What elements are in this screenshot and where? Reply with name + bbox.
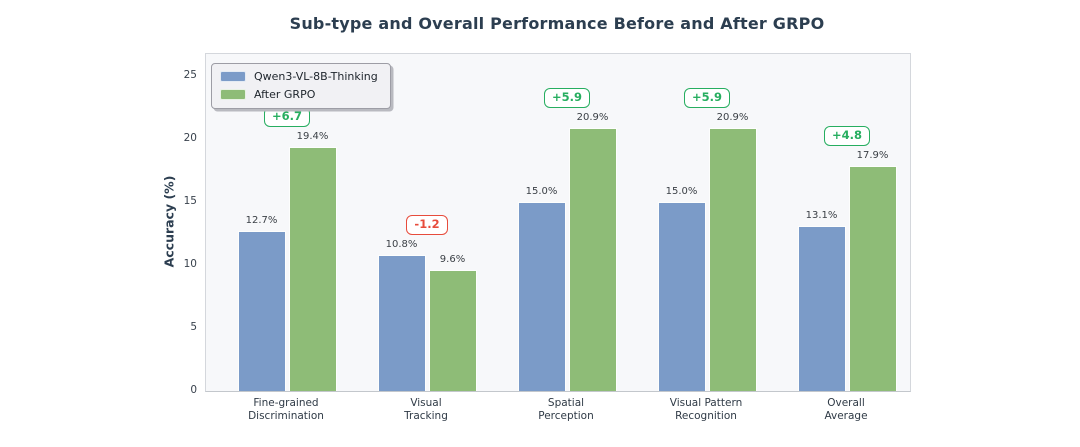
bar-value-label: 13.1% — [805, 209, 838, 221]
bar-value-label: 12.7% — [245, 215, 278, 227]
y-tick-label: 20 — [183, 132, 197, 145]
bar-value-label: 15.0% — [525, 186, 558, 198]
bar-after — [568, 127, 617, 391]
x-tick-label: Visual Pattern Recognition — [669, 397, 743, 422]
delta-badge: -1.2 — [406, 214, 448, 235]
bar-value-label: 17.9% — [856, 149, 889, 161]
legend-item: Qwen3-VL-8B-Thinking — [220, 70, 378, 83]
bar-before — [237, 231, 286, 391]
bar-value-label: 10.8% — [385, 238, 418, 250]
y-tick-label: 25 — [183, 69, 197, 82]
y-axis-label-text: Accuracy (%) — [161, 175, 177, 268]
legend-item: After GRPO — [220, 88, 378, 101]
y-axis-label: Accuracy (%) — [158, 53, 180, 390]
delta-badge-wrap: +5.9 — [507, 87, 627, 108]
x-tick-label: Fine-grained Discrimination — [248, 397, 324, 422]
x-tick-label: Visual Tracking — [404, 397, 448, 422]
bar-value-label: 20.9% — [716, 111, 749, 123]
x-tick-label: Overall Average — [824, 397, 868, 422]
y-tick-label: 0 — [190, 384, 197, 396]
bar-before — [377, 254, 426, 391]
chart-title: Sub-type and Overall Performance Before … — [289, 14, 825, 33]
bar-value-label: 9.6% — [439, 254, 466, 266]
legend: Qwen3-VL-8B-Thinking After GRPO — [211, 63, 391, 109]
bar-after — [288, 146, 337, 391]
delta-badge: +5.9 — [683, 87, 730, 108]
legend-swatch-icon — [220, 89, 246, 100]
bar-value-label: 19.4% — [296, 130, 329, 142]
bar-value-label: 20.9% — [576, 111, 609, 123]
bar-after — [428, 270, 477, 391]
delta-badge: +4.8 — [823, 125, 870, 146]
legend-label: Qwen3-VL-8B-Thinking — [254, 70, 378, 83]
plot-area: Qwen3-VL-8B-Thinking After GRPO 12.7% 19.4… — [205, 53, 911, 392]
x-tick-label: Spatial Perception — [538, 397, 594, 422]
delta-badge-wrap: +4.8 — [787, 125, 907, 146]
delta-badge-wrap: +6.7 — [227, 106, 347, 127]
bar-before — [517, 202, 566, 391]
legend-label: After GRPO — [254, 88, 316, 101]
y-tick-label: 5 — [190, 321, 197, 333]
bar-before — [657, 202, 706, 391]
bar-after — [848, 165, 897, 391]
y-tick-label: 10 — [183, 258, 197, 271]
delta-badge-wrap: -1.2 — [367, 214, 487, 235]
delta-badge: +6.7 — [263, 106, 310, 127]
delta-badge: +5.9 — [543, 87, 590, 108]
bar-value-label: 15.0% — [665, 186, 698, 198]
y-tick-label: 15 — [183, 195, 197, 208]
legend-swatch-icon — [220, 71, 246, 82]
delta-badge-wrap: +5.9 — [647, 87, 767, 108]
bar-after — [708, 127, 757, 391]
bar-before — [797, 225, 846, 391]
